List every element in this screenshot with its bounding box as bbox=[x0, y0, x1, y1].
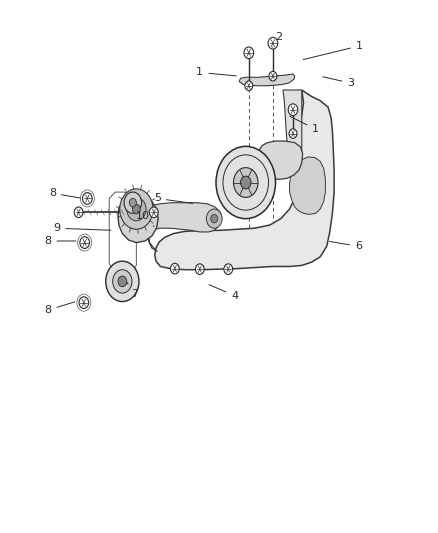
Text: 1: 1 bbox=[289, 116, 318, 134]
Circle shape bbox=[79, 297, 88, 309]
Circle shape bbox=[288, 104, 297, 116]
Polygon shape bbox=[289, 157, 325, 214]
Circle shape bbox=[132, 204, 140, 214]
Circle shape bbox=[233, 167, 258, 197]
Circle shape bbox=[113, 270, 132, 293]
Text: 3: 3 bbox=[322, 77, 353, 88]
Circle shape bbox=[244, 81, 252, 91]
Polygon shape bbox=[283, 90, 301, 184]
Circle shape bbox=[195, 264, 204, 274]
Text: 9: 9 bbox=[53, 223, 110, 233]
Circle shape bbox=[223, 264, 232, 274]
Circle shape bbox=[106, 261, 139, 302]
Circle shape bbox=[288, 129, 296, 139]
Circle shape bbox=[215, 147, 275, 219]
Polygon shape bbox=[256, 141, 302, 179]
Polygon shape bbox=[154, 90, 333, 270]
Circle shape bbox=[82, 192, 92, 204]
Text: 8: 8 bbox=[49, 188, 80, 198]
Circle shape bbox=[80, 237, 89, 248]
Polygon shape bbox=[148, 203, 221, 252]
Text: 5: 5 bbox=[153, 193, 192, 204]
Circle shape bbox=[124, 192, 141, 213]
Text: 8: 8 bbox=[44, 236, 76, 246]
Circle shape bbox=[244, 47, 253, 59]
Circle shape bbox=[206, 209, 222, 228]
Circle shape bbox=[120, 189, 152, 229]
Circle shape bbox=[240, 176, 251, 189]
Circle shape bbox=[118, 276, 127, 287]
Circle shape bbox=[210, 214, 217, 223]
Text: 1: 1 bbox=[303, 41, 362, 60]
Text: 4: 4 bbox=[208, 285, 238, 301]
Polygon shape bbox=[239, 74, 294, 86]
Text: 8: 8 bbox=[44, 302, 74, 315]
Circle shape bbox=[268, 71, 276, 81]
Circle shape bbox=[149, 207, 158, 217]
Text: 1: 1 bbox=[196, 68, 236, 77]
Text: 10: 10 bbox=[136, 211, 154, 227]
Text: 7: 7 bbox=[127, 282, 138, 299]
Circle shape bbox=[74, 207, 83, 217]
Circle shape bbox=[129, 198, 136, 207]
Circle shape bbox=[268, 37, 277, 49]
Text: 6: 6 bbox=[328, 241, 361, 251]
Polygon shape bbox=[118, 194, 158, 243]
Circle shape bbox=[170, 263, 179, 274]
Circle shape bbox=[127, 197, 146, 221]
Text: 2: 2 bbox=[272, 32, 282, 47]
